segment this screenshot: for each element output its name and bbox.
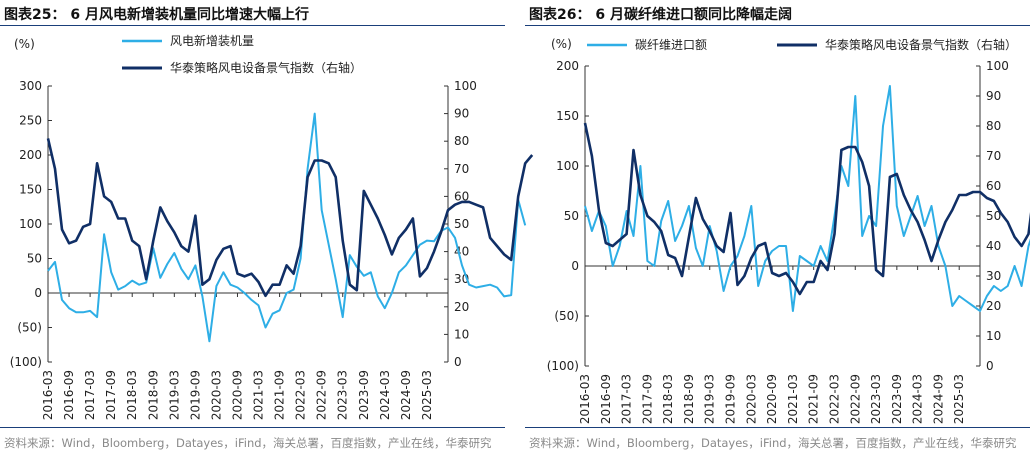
x-axis-tick-label: 2020-03 xyxy=(209,370,223,420)
x-axis-tick-label: 2018-03 xyxy=(125,370,139,420)
x-axis-tick-label: 2017-03 xyxy=(83,370,97,420)
x-axis-tick-label: 2017-09 xyxy=(640,374,654,424)
left-axis-tick-label: 50 xyxy=(27,252,42,266)
x-axis-tick-label: 2021-09 xyxy=(807,374,821,424)
x-axis-tick-label: 2019-09 xyxy=(724,374,738,424)
chart-svg-right: (%)200150100500(50)(100)1009080706050403… xyxy=(547,37,1030,424)
legend-label: 碳纤维进口额 xyxy=(635,38,707,52)
x-axis-tick-label: 2025-03 xyxy=(952,374,966,424)
series-line-dark xyxy=(46,138,534,298)
right-axis-tick-label: 100 xyxy=(454,79,477,93)
left-axis-tick-label: 100 xyxy=(556,159,579,173)
left-axis-tick-label: 200 xyxy=(19,148,42,162)
x-axis-tick-label: 2021-03 xyxy=(786,374,800,424)
x-axis-tick-label: 2024-09 xyxy=(399,370,413,420)
right-chart-panel: 图表26： 6 月碳纤维进口额同比降幅走阔 (%) 200 150 100 50 0 (50… xyxy=(525,0,1030,466)
x-axis-tick-label: 2024-03 xyxy=(911,374,925,424)
right-axis-tick-label: 20 xyxy=(986,299,1001,313)
source-note: 资料来源：Wind，Bloomberg，Datayes，iFind，海关总署，百… xyxy=(529,436,1017,450)
series-line-dark xyxy=(583,122,1030,296)
x-axis-tick-label: 2024-03 xyxy=(378,370,392,420)
right-axis-tick-label: 0 xyxy=(986,359,994,373)
x-axis-tick-label: 2016-09 xyxy=(62,370,76,420)
x-axis-tick-label: 2018-09 xyxy=(146,370,160,420)
x-axis-tick-label: 2022-09 xyxy=(848,374,862,424)
right-axis-tick-label: 40 xyxy=(986,239,1001,253)
left-axis-tick-label: 250 xyxy=(19,114,42,128)
right-axis-tick-label: 90 xyxy=(986,89,1001,103)
left-axis-tick-label: 150 xyxy=(556,109,579,123)
x-axis-tick-label: 2021-09 xyxy=(273,370,287,420)
left-axis-tick-label: 50 xyxy=(564,209,579,223)
left-axis-tick-label: 300 xyxy=(19,79,42,93)
right-axis-tick-label: 100 xyxy=(986,59,1009,73)
left-axis-tick-label: 100 xyxy=(19,217,42,231)
x-axis-tick-label: 2019-03 xyxy=(167,370,181,420)
x-axis-tick-label: 2018-09 xyxy=(682,374,696,424)
x-axis-tick-label: 2020-03 xyxy=(744,374,758,424)
left-axis-tick-label: 200 xyxy=(556,59,579,73)
right-axis-tick-label: 0 xyxy=(454,355,462,369)
x-axis-tick-label: 2023-09 xyxy=(357,370,371,420)
chart-title: 图表26： 6 月碳纤维进口额同比降幅走阔 xyxy=(529,7,792,23)
right-axis-tick-label: 50 xyxy=(986,209,1001,223)
right-axis-tick-label: 70 xyxy=(986,149,1001,163)
x-axis-tick-label: 2022-03 xyxy=(294,370,308,420)
left-axis-tick-label: (100) xyxy=(547,359,579,373)
chart-svg-left: (%)300250200150100500(50)(100)1009080706… xyxy=(10,33,534,420)
x-axis-tick-label: 2019-09 xyxy=(188,370,202,420)
title-rule xyxy=(0,25,505,26)
right-axis-tick-label: 80 xyxy=(454,134,469,148)
right-axis-tick-label: 90 xyxy=(454,107,469,121)
right-axis-tick-label: 30 xyxy=(986,269,1001,283)
title-rule xyxy=(525,25,1030,26)
left-axis-tick-label: (50) xyxy=(554,309,579,323)
x-axis-tick-label: 2023-03 xyxy=(869,374,883,424)
x-axis-tick-label: 2018-03 xyxy=(661,374,675,424)
legend-label: 华泰策略风电设备景气指数（右轴） xyxy=(170,60,362,75)
right-axis-tick-label: 60 xyxy=(454,189,469,203)
x-axis-tick-label: 2020-09 xyxy=(230,370,244,420)
left-axis-tick-label: (50) xyxy=(17,321,42,335)
x-axis-tick-label: 2016-03 xyxy=(578,374,592,424)
chart-title: 图表25： 6 月风电新增装机量同比增速大幅上行 xyxy=(4,7,309,23)
right-axis-tick-label: 50 xyxy=(454,217,469,231)
right-axis-tick-label: 20 xyxy=(454,300,469,314)
x-axis-tick-label: 2024-09 xyxy=(931,374,945,424)
legend-label: 华泰策略风电设备景气指数（右轴） xyxy=(825,37,1017,52)
legend-label: 风电新增装机量 xyxy=(170,33,254,48)
x-axis-tick-label: 2023-09 xyxy=(890,374,904,424)
left-chart-panel: 图表25： 6 月风电新增装机量同比增速大幅上行 (%) 300 250 200 150… xyxy=(0,0,534,466)
x-axis-tick-label: 2016-09 xyxy=(599,374,613,424)
x-axis-tick-label: 2019-03 xyxy=(703,374,717,424)
x-axis-tick-label: 2022-09 xyxy=(315,370,329,420)
source-note: 资料来源：Wind，Bloomberg，Datayes，iFind，海关总署，百… xyxy=(4,436,492,450)
right-axis-tick-label: 10 xyxy=(454,327,469,341)
x-axis-tick-label: 2025-03 xyxy=(420,370,434,420)
left-axis-tick-label: 0 xyxy=(34,286,42,300)
left-axis-tick-label: 0 xyxy=(571,259,579,273)
left-axis-tick-label: (100) xyxy=(10,355,42,369)
x-axis-tick-label: 2016-03 xyxy=(41,370,55,420)
x-axis-tick-label: 2023-03 xyxy=(336,370,350,420)
x-axis-tick-label: 2020-09 xyxy=(765,374,779,424)
x-axis-tick-label: 2017-09 xyxy=(104,370,118,420)
right-axis-tick-label: 10 xyxy=(986,329,1001,343)
x-axis-tick-label: 2017-03 xyxy=(620,374,634,424)
right-axis-tick-label: 60 xyxy=(986,179,1001,193)
y-unit-label: (%) xyxy=(14,37,35,51)
y-unit-label: (%) xyxy=(551,37,572,51)
x-axis-tick-label: 2022-03 xyxy=(827,374,841,424)
left-axis-tick-label: 150 xyxy=(19,183,42,197)
source-rule xyxy=(525,427,1030,428)
right-axis-tick-label: 80 xyxy=(986,119,1001,133)
series-line-light xyxy=(47,112,527,343)
right-axis-tick-label: 70 xyxy=(454,162,469,176)
x-axis-tick-label: 2021-03 xyxy=(252,370,266,420)
series-line-light xyxy=(584,85,1030,312)
source-rule xyxy=(0,427,505,428)
